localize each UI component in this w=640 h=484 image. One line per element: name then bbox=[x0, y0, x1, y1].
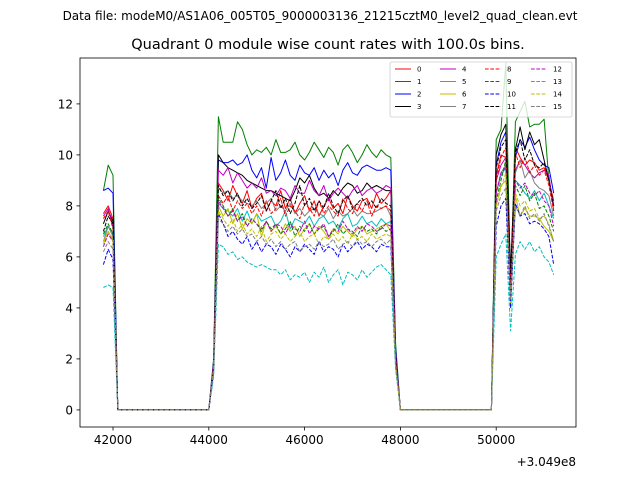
x-axis: 42000 44000 46000 48000 50000 bbox=[94, 427, 515, 447]
y-tick-label: 2 bbox=[65, 352, 73, 366]
x-tick-label: 46000 bbox=[286, 433, 324, 447]
legend-label-7: 7 bbox=[462, 103, 466, 111]
y-tick-label: 10 bbox=[58, 148, 73, 162]
legend-label-1: 1 bbox=[417, 78, 421, 86]
x-tick-label: 42000 bbox=[94, 433, 132, 447]
legend-label-4: 4 bbox=[462, 66, 467, 74]
series-line-15 bbox=[102, 187, 555, 411]
plot-area bbox=[102, 62, 555, 411]
y-tick-label: 6 bbox=[65, 250, 73, 264]
legend-label-10: 10 bbox=[507, 91, 516, 99]
y-axis: 0 2 4 6 8 10 12 bbox=[58, 97, 80, 417]
legend-label-0: 0 bbox=[417, 66, 421, 74]
legend-label-3: 3 bbox=[417, 103, 421, 111]
x-tick-label: 50000 bbox=[477, 433, 515, 447]
x-tick-label: 48000 bbox=[381, 433, 419, 447]
y-tick-label: 8 bbox=[65, 199, 73, 213]
series-line-8 bbox=[102, 146, 555, 411]
y-tick-label: 4 bbox=[65, 301, 73, 315]
legend-label-9: 9 bbox=[507, 78, 511, 86]
legend-label-13: 13 bbox=[553, 78, 562, 86]
suptitle: Data file: modeM0/AS1A06_005T05_90000031… bbox=[63, 9, 578, 23]
legend-label-14: 14 bbox=[553, 91, 562, 99]
legend-label-15: 15 bbox=[553, 103, 562, 111]
legend-label-5: 5 bbox=[462, 78, 466, 86]
axes-frame bbox=[79, 57, 577, 428]
y-tick-label: 12 bbox=[58, 97, 73, 111]
chart-title: Quadrant 0 module wise count rates with … bbox=[131, 37, 525, 53]
legend-label-11: 11 bbox=[507, 103, 516, 111]
legend-label-12: 12 bbox=[553, 66, 562, 74]
legend-label-8: 8 bbox=[507, 66, 511, 74]
x-offset-label: +3.049e8 bbox=[517, 455, 576, 469]
legend-label-2: 2 bbox=[417, 91, 421, 99]
x-tick-label: 44000 bbox=[190, 433, 228, 447]
y-tick-label: 0 bbox=[65, 403, 73, 417]
legend-box bbox=[389, 61, 573, 118]
legend-label-6: 6 bbox=[462, 91, 467, 99]
